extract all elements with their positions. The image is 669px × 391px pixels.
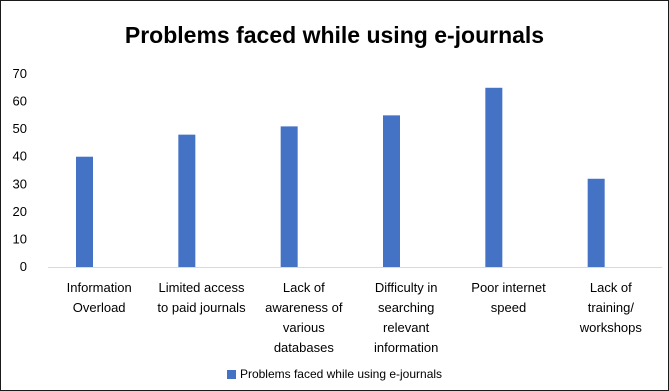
y-tick-label: 10 [13, 231, 27, 246]
legend: Problems faced while using e-journals [0, 367, 669, 381]
x-tick-label: Lack of awareness of various databases [265, 280, 343, 355]
bar [76, 156, 93, 267]
y-tick-label: 20 [13, 204, 27, 219]
y-tick-label: 0 [20, 259, 27, 274]
legend-swatch [226, 370, 236, 379]
legend-label: Problems faced while using e-journals [239, 367, 443, 381]
bar [587, 178, 605, 267]
chart-title: Problems faced while using e-journals [124, 22, 545, 48]
x-tick-label: Limited access to paid journals [157, 280, 246, 315]
y-tick-label: 40 [13, 149, 27, 164]
y-tick-label: 60 [13, 94, 27, 109]
bar [280, 126, 298, 267]
x-tick-label: Poor internet speed [471, 280, 546, 315]
y-tick-label: 30 [13, 176, 27, 191]
bar [383, 115, 400, 267]
x-tick-label: Information Overload [67, 280, 132, 315]
x-tick-label: Difficulty in searching relevant informatio… [374, 280, 438, 355]
bar [485, 87, 503, 268]
y-tick-label: 70 [13, 66, 27, 81]
x-tick-label: Lack of training/workshops [579, 280, 643, 335]
y-tick-label: 50 [13, 121, 27, 136]
bar [178, 134, 196, 267]
